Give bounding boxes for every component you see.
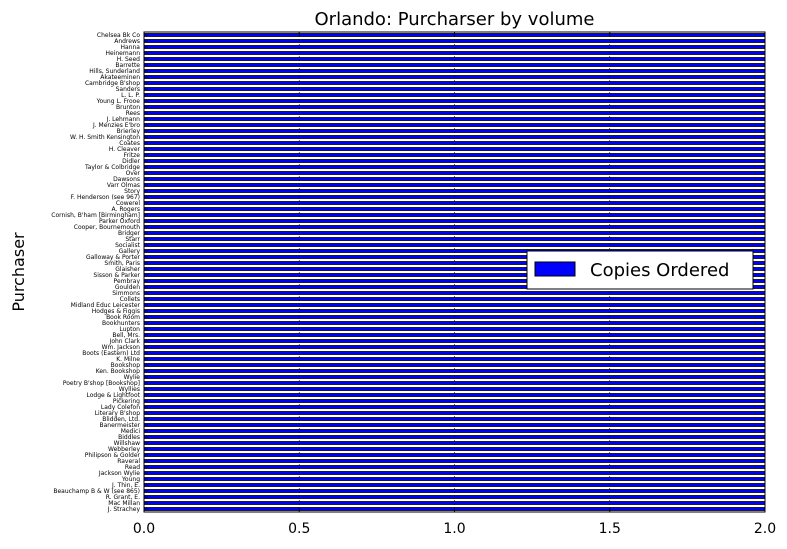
y-tick-label: Parker Oxford bbox=[99, 218, 140, 225]
y-tick-label: F. Henderson (see 967) bbox=[71, 194, 140, 201]
y-tick-label: Medici bbox=[121, 428, 141, 435]
y-tick-label: Fritze bbox=[124, 152, 141, 159]
y-tick-label: Cooper, Bournemouth bbox=[74, 224, 140, 231]
y-tick-label: Ken. Bookshop bbox=[96, 368, 140, 375]
y-tick-label: Goulden bbox=[115, 284, 140, 291]
y-tick-label: Pembray bbox=[114, 278, 141, 285]
y-tick-label: K. Milne bbox=[116, 356, 140, 363]
y-tick-label: H. Seed bbox=[117, 56, 140, 63]
y-tick-label: Brunton bbox=[116, 104, 140, 111]
y-tick-label: Poetry B'shop [Bookshop] bbox=[63, 380, 140, 387]
y-tick-label: Hills, Sunderland bbox=[89, 68, 140, 75]
y-tick-label: Wyllies bbox=[119, 386, 140, 393]
x-tick-label: 0.0 bbox=[133, 521, 155, 537]
y-tick-label: A. Rogers bbox=[112, 206, 140, 213]
y-tick-label: Jackson Wylie bbox=[98, 470, 140, 477]
y-tick-label: Webberley bbox=[108, 446, 140, 453]
y-tick-label: Mac Millan bbox=[108, 500, 140, 507]
y-tick-label: Story bbox=[124, 188, 140, 195]
y-tick-label: Raveral bbox=[117, 458, 140, 465]
y-tick-label: Bookshop bbox=[111, 362, 141, 369]
y-tick-label: Biddles bbox=[118, 434, 140, 441]
chart-title: Orlando: Purcharser by volume bbox=[315, 9, 595, 30]
y-tick-label: Lady Colefon bbox=[101, 404, 140, 411]
y-axis-label: Purchaser bbox=[9, 232, 28, 312]
y-tick-label: Willshaw bbox=[114, 440, 140, 447]
legend: Copies Ordered bbox=[526, 250, 754, 290]
y-tick-label: Philipson & Golder bbox=[85, 452, 141, 459]
y-tick-label: Young L. Frooe bbox=[96, 98, 141, 105]
y-tick-label: Hodges & Figgis bbox=[92, 308, 140, 315]
legend-label: Copies Ordered bbox=[590, 260, 729, 281]
y-tick-label: W. H. Smith Kensington bbox=[70, 134, 140, 141]
y-tick-label: Cornish, B'ham [Birmingham] bbox=[51, 212, 140, 219]
y-tick-label: Cowerel bbox=[116, 200, 140, 207]
y-tick-label: Brierley bbox=[117, 128, 141, 135]
y-tick-label: Blidden, Ltd. bbox=[102, 416, 140, 423]
y-tick-label: Pickering bbox=[113, 398, 140, 405]
y-tick-label: Rees bbox=[126, 110, 140, 117]
y-tick-label: Midland Educ Leicester bbox=[71, 302, 141, 309]
y-tick-label: Simmons bbox=[112, 290, 140, 297]
y-tick-label: J. Strachey bbox=[107, 506, 141, 513]
y-tick-label: R. Grant, E. bbox=[106, 494, 140, 501]
y-tick-label: Bookhunters bbox=[102, 320, 140, 327]
y-tick-label: Chelsea Bk Co bbox=[97, 32, 140, 39]
y-tick-label: Book Room bbox=[106, 314, 140, 321]
x-tick-label: 2.0 bbox=[754, 521, 776, 537]
y-tick-label: Coates bbox=[119, 140, 140, 147]
y-tick-label: J. Menzies E'bro bbox=[92, 122, 140, 129]
y-tick-label: Starr bbox=[125, 236, 140, 243]
y-tick-label: Read bbox=[125, 464, 140, 471]
y-tick-label: Glaisher bbox=[115, 266, 140, 273]
y-tick-label: Smith, Paris bbox=[104, 260, 140, 267]
y-tick-label: H. Cleaver bbox=[109, 146, 141, 153]
y-tick-label: Boots (Eastern) Ltd bbox=[82, 350, 140, 357]
y-tick-label: Collets bbox=[120, 296, 140, 303]
legend-swatch bbox=[534, 261, 576, 277]
y-tick-label: Young bbox=[121, 476, 140, 483]
y-tick-label: Socialist bbox=[115, 242, 141, 249]
y-tick-label: Didler bbox=[122, 158, 140, 165]
y-tick-label: Bridger bbox=[118, 230, 141, 237]
y-tick-label: Hanna bbox=[121, 44, 141, 51]
y-tick-label: Banermeister bbox=[100, 422, 141, 429]
y-tick-label: Sanders bbox=[116, 86, 140, 93]
y-tick-label: Dawsons bbox=[113, 176, 140, 183]
y-tick-label: Galloway & Porter bbox=[86, 254, 141, 261]
y-tick-label: Heinemann bbox=[106, 50, 141, 57]
y-tick-label: Beauchamp B & W (see 865) bbox=[53, 488, 140, 495]
y-tick-label: J. Lehmann bbox=[106, 116, 141, 123]
y-tick-label: Literary B'shop bbox=[95, 410, 140, 417]
y-tick-label: Bell, Mrs. bbox=[112, 332, 140, 339]
y-tick-label: Over bbox=[126, 170, 141, 177]
y-tick-label: Andrews bbox=[114, 38, 140, 45]
y-tick-label: Sisson & Parker bbox=[93, 272, 140, 279]
y-tick-label: Lupton bbox=[119, 326, 140, 333]
y-tick-label: John Clark bbox=[109, 338, 141, 345]
x-tick-label: 0.5 bbox=[288, 521, 310, 537]
y-tick-label: Lodge & Lightfoot bbox=[87, 392, 141, 399]
y-tick-label: Wm. Jackson bbox=[102, 344, 141, 351]
y-tick-label: Varr Olmas bbox=[107, 182, 140, 189]
y-tick-label: Akateeminen bbox=[100, 74, 140, 81]
y-tick-label: Cambridge B'shop bbox=[85, 80, 140, 87]
y-tick-label: Barrette bbox=[115, 62, 140, 69]
y-tick-label: J. Thin, E. bbox=[111, 482, 140, 489]
y-tick-label: Gallery bbox=[119, 248, 141, 255]
y-tick-label: Wylie bbox=[124, 374, 141, 381]
x-tick-label: 1.0 bbox=[443, 521, 465, 537]
x-tick-label: 1.5 bbox=[599, 521, 621, 537]
y-tick-label: L. L. P. bbox=[121, 92, 140, 99]
y-tick-label: Taylor & Colbridge bbox=[84, 164, 140, 171]
